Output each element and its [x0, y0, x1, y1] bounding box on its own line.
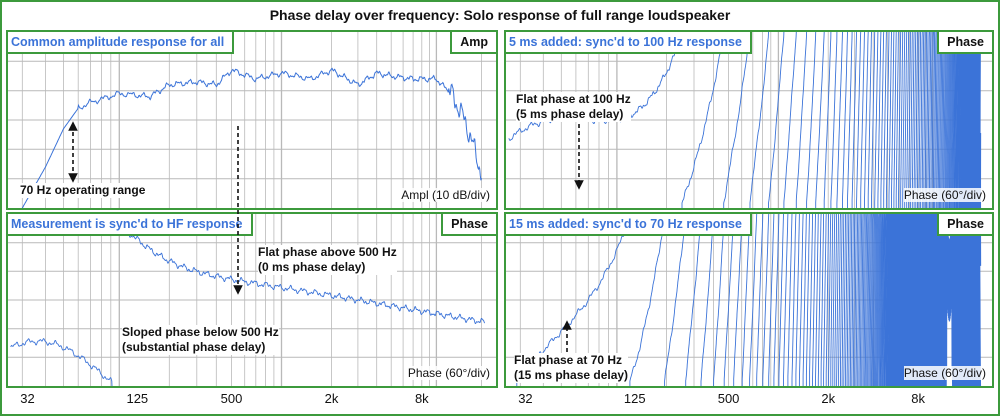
phase-100hz-chart — [506, 32, 992, 208]
x-tick-label: 8k — [414, 391, 429, 406]
flat-70hz-line2: (15 ms phase delay) — [514, 368, 629, 382]
page-title: Phase delay over frequency: Solo respons… — [269, 7, 731, 23]
phase-70hz-panel-title: 15 ms added: sync'd to 70 Hz response — [506, 214, 752, 236]
amplitude-panel-tag: Amp — [450, 32, 496, 54]
phase-hf-scale-label: Phase (60°/div) — [407, 366, 490, 380]
x-tick-label: 32 — [20, 391, 35, 406]
x-axis: 32 125 500 2k 8k 32 125 500 2k 8k — [0, 388, 1000, 414]
x-tick-label: 500 — [717, 391, 740, 406]
flat-500hz-annotation: Flat phase above 500 Hz (0 ms phase dela… — [258, 245, 397, 275]
x-tick-label: 125 — [126, 391, 149, 406]
phase-70hz-scale-label: Phase (60°/div) — [903, 366, 986, 380]
phase-70hz-panel-tag: Phase — [937, 214, 992, 236]
amplitude-panel: Common amplitude response for all Amp Am… — [6, 30, 498, 210]
phase-hf-chart — [8, 214, 496, 386]
amplitude-scale-label: Ampl (10 dB/div) — [401, 188, 490, 202]
x-tick-label: 125 — [623, 391, 646, 406]
phf-phase-curve — [10, 214, 486, 386]
x-tick-label: 500 — [220, 391, 243, 406]
phase-hf-panel-title: Measurement is sync'd to HF response — [8, 214, 253, 236]
sloped-phase-annotation: Sloped phase below 500 Hz (substantial p… — [122, 325, 279, 355]
amplitude-curve — [21, 67, 482, 208]
amplitude-chart — [8, 32, 496, 208]
flat-100hz-line1: Flat phase at 100 Hz — [516, 92, 631, 106]
flat-70hz-line1: Flat phase at 70 Hz — [514, 353, 623, 367]
phase-100hz-panel-title: 5 ms added: sync'd to 100 Hz response — [506, 32, 752, 54]
amplitude-panel-title: Common amplitude response for all — [8, 32, 235, 54]
operating-range-text: 70 Hz operating range — [20, 183, 146, 197]
x-tick-label: 32 — [518, 391, 533, 406]
flat-500hz-line2: (0 ms phase delay) — [258, 260, 366, 274]
flat-500hz-line1: Flat phase above 500 Hz — [258, 245, 397, 259]
sloped-phase-line2: (substantial phase delay) — [122, 340, 266, 354]
phase-hf-panel-tag: Phase — [441, 214, 496, 236]
flat-100hz-line2: (5 ms phase delay) — [516, 107, 624, 121]
x-tick-label: 2k — [324, 391, 339, 406]
sloped-phase-line1: Sloped phase below 500 Hz — [122, 325, 279, 339]
x-tick-label: 8k — [911, 391, 925, 406]
phase-100hz-panel-tag: Phase — [937, 32, 992, 54]
operating-range-annotation: 70 Hz operating range — [20, 183, 146, 198]
flat-100hz-annotation: Flat phase at 100 Hz (5 ms phase delay) — [516, 92, 631, 122]
x-tick-label: 2k — [821, 391, 836, 406]
phase-100hz-scale-label: Phase (60°/div) — [903, 188, 986, 202]
flat-70hz-annotation: Flat phase at 70 Hz (15 ms phase delay) — [514, 353, 629, 383]
phase-hf-panel: Measurement is sync'd to HF response Pha… — [6, 212, 498, 388]
